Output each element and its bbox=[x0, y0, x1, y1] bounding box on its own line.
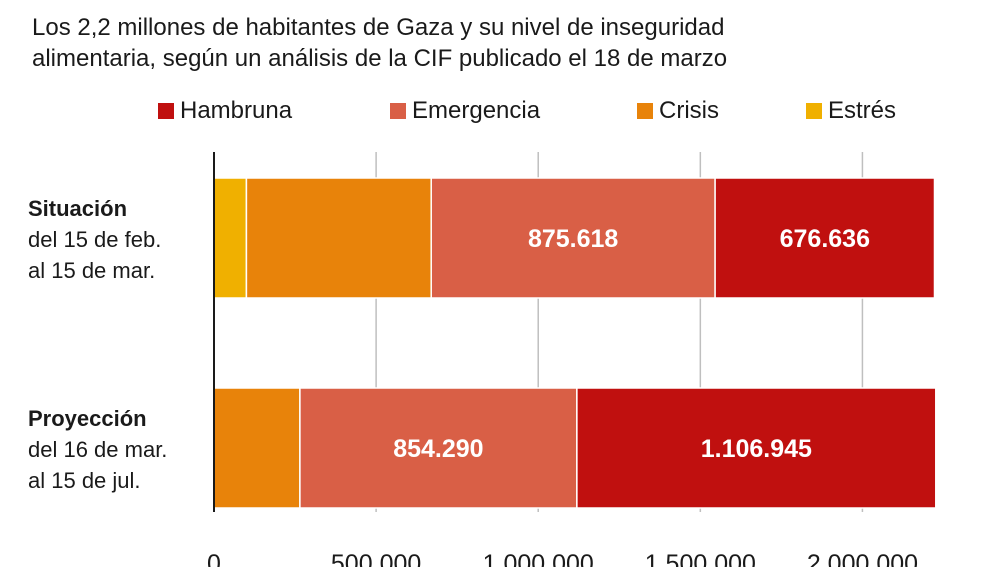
category-title: Proyección bbox=[28, 406, 147, 431]
x-tick-label: 1.000.000 bbox=[483, 550, 594, 567]
bar-value-label: 875.618 bbox=[528, 225, 618, 253]
bar-value-label: 1.106.945 bbox=[701, 435, 812, 463]
legend-item-1: Emergencia bbox=[390, 96, 540, 126]
legend-label: Estrés bbox=[828, 97, 897, 124]
category-title: Situación bbox=[28, 196, 127, 221]
bar-segment bbox=[576, 387, 937, 509]
legend-swatch bbox=[637, 103, 653, 119]
legend-swatch bbox=[158, 103, 174, 119]
chart-title-line-1: Los 2,2 millones de habitantes de Gaza y… bbox=[32, 14, 725, 41]
bar-segment bbox=[213, 177, 248, 299]
chart-title-line-2: alimentaria, según un análisis de la CIF… bbox=[32, 45, 728, 72]
category-subtitle: del 16 de mar. bbox=[28, 437, 167, 462]
x-tick-label: 1.500.000 bbox=[645, 550, 756, 567]
bar-segment bbox=[714, 177, 936, 299]
bar-value-label: 854.290 bbox=[393, 435, 483, 463]
bar-value-label: 676.636 bbox=[780, 225, 870, 253]
legend-label: Crisis bbox=[659, 97, 719, 124]
category-subtitle: al 15 de mar. bbox=[28, 258, 155, 283]
legend-swatch bbox=[806, 103, 822, 119]
bar-segment bbox=[245, 177, 432, 299]
legend-item-0: Hambruna bbox=[158, 96, 292, 126]
legend-label: Hambruna bbox=[180, 97, 293, 124]
x-tick-label: 2.000.000 bbox=[807, 550, 918, 567]
legend-item-3: Estrés bbox=[806, 96, 896, 126]
bar-segment bbox=[213, 387, 301, 509]
legend-swatch bbox=[390, 103, 406, 119]
category-subtitle: del 15 de feb. bbox=[28, 227, 161, 252]
bar-segment bbox=[430, 177, 716, 299]
bar-segment bbox=[299, 387, 578, 509]
category-subtitle: al 15 de jul. bbox=[28, 468, 141, 493]
x-tick-label: 0 bbox=[207, 550, 221, 567]
x-tick-label: 500.000 bbox=[331, 550, 421, 567]
legend-item-2: Crisis bbox=[637, 96, 719, 126]
chart-title: Los 2,2 millones de habitantes de Gaza y… bbox=[32, 12, 932, 74]
legend-label: Emergencia bbox=[412, 97, 541, 124]
